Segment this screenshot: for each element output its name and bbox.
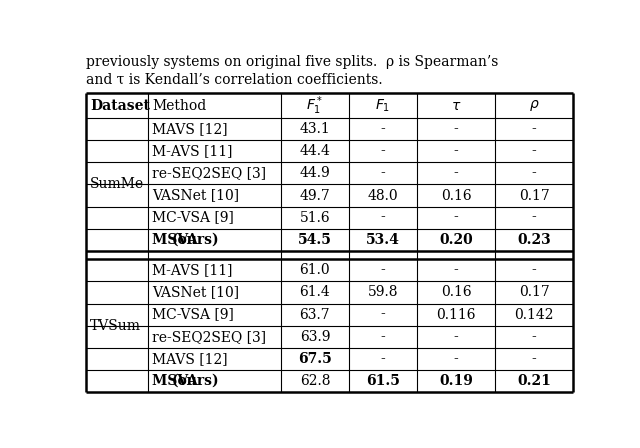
Text: 0.116: 0.116 — [436, 307, 476, 322]
Text: 0.142: 0.142 — [515, 307, 554, 322]
Text: -: - — [454, 352, 458, 366]
Text: M-AVS [11]: M-AVS [11] — [152, 144, 233, 159]
Text: -: - — [381, 167, 385, 181]
Text: 0.19: 0.19 — [439, 374, 473, 388]
Text: 61.4: 61.4 — [300, 285, 330, 299]
Text: -: - — [454, 330, 458, 344]
Text: 53.4: 53.4 — [366, 233, 400, 247]
Text: 61.5: 61.5 — [366, 374, 400, 388]
Text: MC-VSA [9]: MC-VSA [9] — [152, 211, 234, 224]
Text: -: - — [381, 330, 385, 344]
Text: M-AVS [11]: M-AVS [11] — [152, 263, 233, 277]
Text: -: - — [381, 352, 385, 366]
Text: 61.0: 61.0 — [300, 263, 330, 277]
Text: previously systems on original five splits.  ρ is Spearman’s: previously systems on original five spli… — [86, 56, 499, 69]
Text: 54.5: 54.5 — [298, 233, 332, 247]
Text: and τ is Kendall’s correlation coefficients.: and τ is Kendall’s correlation coefficie… — [86, 73, 383, 87]
Text: 44.4: 44.4 — [300, 144, 330, 159]
Text: Method: Method — [152, 99, 207, 113]
Text: -: - — [532, 144, 536, 159]
Text: VASNet [10]: VASNet [10] — [152, 189, 239, 202]
Text: 63.9: 63.9 — [300, 330, 330, 344]
Text: -: - — [454, 263, 458, 277]
Text: -: - — [454, 144, 458, 159]
Text: -: - — [532, 263, 536, 277]
Text: 44.9: 44.9 — [300, 167, 330, 181]
Text: MSVA: MSVA — [152, 233, 203, 247]
Text: -: - — [532, 211, 536, 224]
Text: -: - — [454, 167, 458, 181]
Text: MC-VSA [9]: MC-VSA [9] — [152, 307, 234, 322]
Text: re-SEQ2SEQ [3]: re-SEQ2SEQ [3] — [152, 330, 266, 344]
Text: $\tau$: $\tau$ — [451, 99, 461, 113]
Text: 0.17: 0.17 — [518, 285, 549, 299]
Text: MAVS [12]: MAVS [12] — [152, 352, 228, 366]
Text: 63.7: 63.7 — [300, 307, 330, 322]
Text: -: - — [532, 352, 536, 366]
Text: 43.1: 43.1 — [300, 122, 330, 136]
Text: re-SEQ2SEQ [3]: re-SEQ2SEQ [3] — [152, 167, 266, 181]
Text: 62.8: 62.8 — [300, 374, 330, 388]
Text: $F_1$: $F_1$ — [376, 98, 390, 114]
Text: $F_1^*$: $F_1^*$ — [306, 95, 324, 117]
Text: SumMe: SumMe — [90, 177, 144, 191]
Text: 48.0: 48.0 — [368, 189, 398, 202]
Text: 67.5: 67.5 — [298, 352, 332, 366]
Text: -: - — [454, 122, 458, 136]
Text: -: - — [381, 144, 385, 159]
Text: TVSum: TVSum — [90, 319, 141, 332]
Text: 51.6: 51.6 — [300, 211, 330, 224]
Text: 0.21: 0.21 — [517, 374, 551, 388]
Text: -: - — [532, 122, 536, 136]
Text: -: - — [381, 263, 385, 277]
Text: 0.16: 0.16 — [441, 189, 472, 202]
Text: MAVS [12]: MAVS [12] — [152, 122, 228, 136]
Text: Dataset: Dataset — [90, 99, 150, 113]
Text: -: - — [532, 167, 536, 181]
Text: $\rho$: $\rho$ — [529, 99, 540, 113]
Text: 0.17: 0.17 — [518, 189, 549, 202]
Text: -: - — [532, 330, 536, 344]
Text: (ours): (ours) — [172, 374, 220, 388]
Text: (ours): (ours) — [172, 233, 220, 247]
Text: -: - — [381, 122, 385, 136]
Text: -: - — [454, 211, 458, 224]
Text: 59.8: 59.8 — [368, 285, 398, 299]
Text: 0.23: 0.23 — [517, 233, 551, 247]
Text: 49.7: 49.7 — [300, 189, 330, 202]
Text: 0.16: 0.16 — [441, 285, 472, 299]
Text: VASNet [10]: VASNet [10] — [152, 285, 239, 299]
Text: -: - — [381, 307, 385, 322]
Text: 0.20: 0.20 — [439, 233, 473, 247]
Text: -: - — [381, 211, 385, 224]
Text: MSVA: MSVA — [152, 374, 203, 388]
